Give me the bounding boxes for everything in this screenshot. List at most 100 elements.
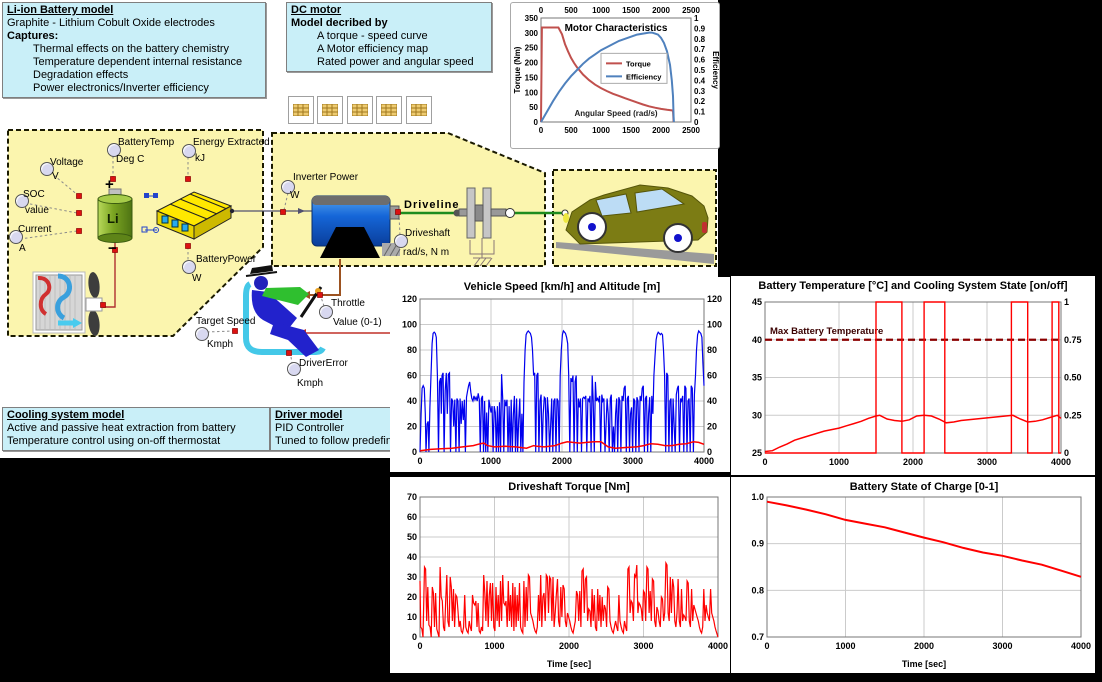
svg-text:1500: 1500 [622,126,640,135]
vehicle-speed-chart: 0 20 40 60 80 100 120 0 1000 2000 3000 4000 0 20 40 60 8… [390,277,730,472]
infobox-title: Cooling system model [7,409,125,421]
lookup-table-icon[interactable] [317,96,343,124]
svg-text:70: 70 [407,492,417,502]
driver-seat-icon[interactable] [243,265,326,357]
dc-motor-infobox: DC motor Model decribed by A torque - sp… [286,2,492,72]
infobox-line: Captures: [7,30,59,42]
infobox-item: A torque - speed curve [317,30,428,42]
sensor-bubble-battery-power[interactable] [182,260,196,274]
svg-text:300: 300 [525,29,539,38]
infobox-line: Active and passive heat extraction from … [7,422,236,434]
infobox-item: Thermal effects on the battery chemistry [33,43,230,55]
svg-text:0.6: 0.6 [694,56,706,65]
svg-text:0: 0 [707,447,712,457]
inverter-power-unit: W [290,190,300,201]
sensor-bubble-current[interactable] [9,230,23,244]
car-icon[interactable] [556,184,714,264]
svg-text:Battery State of Charge [0-1]: Battery State of Charge [0-1] [850,481,999,493]
infobox-line: PID Controller [275,422,345,434]
svg-text:0.25: 0.25 [1064,410,1082,420]
battery-model-infobox: Li-ion Battery model Graphite - Lithium … [2,2,266,98]
driveshaft-torque-chart: 0 10 20 30 40 50 60 70 0 1000 2000 3000 4000 Drivesha… [390,477,730,673]
inverter-icon[interactable] [155,191,235,240]
sensor-bubble-battery-temp[interactable] [107,143,121,157]
gearbox-ground-icon [469,238,495,267]
svg-text:1000: 1000 [592,126,610,135]
svg-text:Angular Speed (rad/s): Angular Speed (rad/s) [574,109,657,118]
svg-text:Efficiency: Efficiency [711,51,719,89]
svg-text:3000: 3000 [992,641,1012,651]
sensor-bubble-driveshaft[interactable] [394,234,408,248]
svg-text:120: 120 [402,294,417,304]
svg-text:40: 40 [752,335,762,345]
lookup-table-icon[interactable] [288,96,314,124]
sensor-bubble-energy-extracted[interactable] [182,144,196,158]
svg-text:Efficiency: Efficiency [626,72,662,81]
svg-text:4000: 4000 [1071,641,1091,651]
svg-text:50: 50 [529,103,538,112]
throttle-unit: Value (0-1) [333,317,382,328]
svg-text:40: 40 [707,396,717,406]
svg-text:4000: 4000 [694,456,714,466]
svg-text:1000: 1000 [481,456,501,466]
soc-chart: 0.7 0.8 0.9 1.0 0 1000 2000 3000 4000 Battery Sta… [731,477,1095,673]
infobox-line: Temperature control using on-off thermos… [7,435,221,447]
gearbox-icon[interactable] [453,187,515,267]
infobox-line: Model decribed by [291,17,388,29]
svg-text:0.75: 0.75 [1064,335,1082,345]
svg-text:20: 20 [707,422,717,432]
svg-text:2000: 2000 [552,456,572,466]
svg-text:80: 80 [707,345,717,355]
svg-text:Motor Characteristics: Motor Characteristics [565,23,668,34]
svg-text:3000: 3000 [977,457,997,467]
svg-text:1000: 1000 [829,457,849,467]
svg-text:10: 10 [407,612,417,622]
svg-text:60: 60 [707,371,717,381]
sensor-bubble-throttle[interactable] [319,305,333,319]
soc-unit: value [25,205,49,216]
svg-text:25: 25 [752,448,762,458]
cooling-model-infobox: Cooling system model Active and passive … [2,407,270,451]
sensor-bubble-voltage[interactable] [40,162,54,176]
svg-text:1: 1 [694,14,699,23]
svg-text:35: 35 [752,373,762,383]
svg-text:0.1: 0.1 [694,108,706,117]
radiator-image [32,271,86,334]
svg-text:500: 500 [564,6,578,15]
battery-icon[interactable] [97,188,133,243]
lookup-table-icon[interactable] [406,96,432,124]
svg-text:100: 100 [525,88,539,97]
lookup-table-icon[interactable] [347,96,373,124]
svg-text:1000: 1000 [592,6,610,15]
svg-text:Time [sec]: Time [sec] [547,659,591,669]
source-bubble-target-speed[interactable] [195,327,209,341]
inverter-power-label: Inverter Power [293,172,359,183]
lookup-table-icon[interactable] [376,96,402,124]
svg-text:250: 250 [525,44,539,53]
svg-text:0: 0 [1064,448,1069,458]
battery-plus-sign: + [105,176,114,193]
svg-text:0.4: 0.4 [694,76,706,85]
model-diagram: + − Li [7,129,717,364]
svg-text:0: 0 [417,641,422,651]
svg-text:45: 45 [752,297,762,307]
svg-text:Max Battery Temperature: Max Battery Temperature [770,326,883,337]
infobox-item: Power electronics/Inverter efficiency [33,82,209,94]
battery-ports [141,193,159,233]
dc-motor-icon[interactable] [311,195,401,258]
svg-text:0.3: 0.3 [694,87,706,96]
driver-error-label: DriverError [299,358,348,369]
sensor-bubble-inverter-power[interactable] [281,180,295,194]
svg-text:40: 40 [407,396,417,406]
infobox-line: Tuned to follow predefin [275,435,392,447]
sensor-bubble-driver-error[interactable] [287,362,301,376]
soc-label: SOC [23,189,45,200]
svg-text:Vehicle Speed [km/h] and Altit: Vehicle Speed [km/h] and Altitude [m] [464,281,661,293]
sensor-bubble-soc[interactable] [15,194,29,208]
fan-icon[interactable] [85,271,103,336]
driveshaft-unit: rad/s, N m [403,247,450,258]
svg-text:60: 60 [407,512,417,522]
target-speed-label: Target Speed [196,316,256,327]
svg-text:0.8: 0.8 [751,585,764,595]
